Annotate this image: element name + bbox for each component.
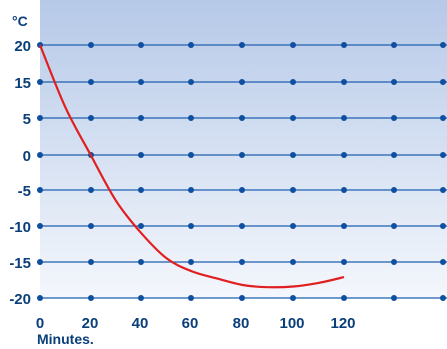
grid-dot xyxy=(290,79,296,85)
grid-dot xyxy=(239,42,245,48)
grid-dot xyxy=(37,152,43,158)
grid-dot xyxy=(341,115,347,121)
x-tick-label: 20 xyxy=(82,315,99,332)
grid-dot xyxy=(239,223,245,229)
x-tick-label: 40 xyxy=(132,315,149,332)
grid-dot xyxy=(88,79,94,85)
grid-dot xyxy=(88,42,94,48)
y-tick-label: 20 xyxy=(14,38,31,55)
grid-dot xyxy=(391,42,397,48)
grid-dot xyxy=(138,42,144,48)
y-tick-label: 15 xyxy=(14,75,31,92)
grid-dot xyxy=(290,42,296,48)
x-tick-label: 100 xyxy=(279,315,304,332)
grid-dot xyxy=(290,152,296,158)
grid-dot xyxy=(391,295,397,301)
grid-dot xyxy=(138,187,144,193)
grid-dot xyxy=(239,187,245,193)
grid-dot xyxy=(391,115,397,121)
y-tick-labels: 20 15 5 0 -5 -10 -15 -20 xyxy=(9,38,31,308)
grid-dot xyxy=(391,223,397,229)
grid-dot xyxy=(391,152,397,158)
grid-dot xyxy=(37,223,43,229)
grid-dot xyxy=(88,295,94,301)
grid-dot xyxy=(188,187,194,193)
x-tick-label: 120 xyxy=(330,315,355,332)
x-axis-title: Minutes. xyxy=(37,331,94,347)
grid-dot xyxy=(188,259,194,265)
grid-dot xyxy=(88,223,94,229)
y-tick-label: 5 xyxy=(23,111,31,128)
grid-dot xyxy=(188,152,194,158)
plot-background xyxy=(40,0,447,298)
grid-dot xyxy=(440,115,446,121)
x-tick-label: 80 xyxy=(233,315,250,332)
grid-dot xyxy=(440,187,446,193)
grid-dot xyxy=(88,187,94,193)
grid-dot xyxy=(188,115,194,121)
grid-dot xyxy=(37,79,43,85)
grid-dot xyxy=(88,115,94,121)
grid-dot xyxy=(391,79,397,85)
grid-dot xyxy=(290,115,296,121)
grid-dot xyxy=(138,152,144,158)
grid-dot xyxy=(440,223,446,229)
grid-dot xyxy=(37,295,43,301)
grid-dot xyxy=(341,223,347,229)
grid-dot xyxy=(341,259,347,265)
grid-dot xyxy=(37,187,43,193)
grid-dot xyxy=(391,259,397,265)
grid-dot xyxy=(341,79,347,85)
y-axis-title: °C xyxy=(12,13,28,29)
x-tick-label: 0 xyxy=(36,315,44,332)
grid-dot xyxy=(290,223,296,229)
grid-dot xyxy=(239,115,245,121)
grid-dot xyxy=(341,187,347,193)
grid-dot xyxy=(37,115,43,121)
grid-dot xyxy=(341,42,347,48)
grid-dot xyxy=(290,259,296,265)
grid-dot xyxy=(138,79,144,85)
grid-dot xyxy=(440,79,446,85)
x-tick-label: 60 xyxy=(182,315,199,332)
x-tick-labels: 0 20 40 60 80 100 120 xyxy=(36,315,356,332)
grid-dot xyxy=(138,259,144,265)
y-tick-label: -15 xyxy=(9,255,31,272)
grid-dot xyxy=(138,115,144,121)
grid-dot xyxy=(341,295,347,301)
grid-dot xyxy=(37,259,43,265)
grid-dot xyxy=(290,187,296,193)
y-tick-label: 0 xyxy=(23,148,31,165)
grid-dot xyxy=(290,295,296,301)
grid-dot xyxy=(440,259,446,265)
grid-dot xyxy=(440,295,446,301)
grid-dot xyxy=(138,295,144,301)
grid-dot xyxy=(239,79,245,85)
grid-dot xyxy=(138,223,144,229)
y-tick-label: -5 xyxy=(18,183,31,200)
grid-dot xyxy=(88,259,94,265)
series-line-temperature xyxy=(38,44,345,289)
grid-dot xyxy=(440,42,446,48)
grid-dot xyxy=(188,79,194,85)
grid-dot xyxy=(391,187,397,193)
grid-dot xyxy=(188,295,194,301)
y-tick-label: -20 xyxy=(9,291,31,308)
grid-dot xyxy=(239,295,245,301)
grid-dot xyxy=(341,152,347,158)
grid-dot xyxy=(440,152,446,158)
grid-dot xyxy=(188,42,194,48)
y-tick-label: -10 xyxy=(9,219,31,236)
grid-dot xyxy=(239,152,245,158)
grid-dot xyxy=(239,259,245,265)
grid-dot xyxy=(188,223,194,229)
